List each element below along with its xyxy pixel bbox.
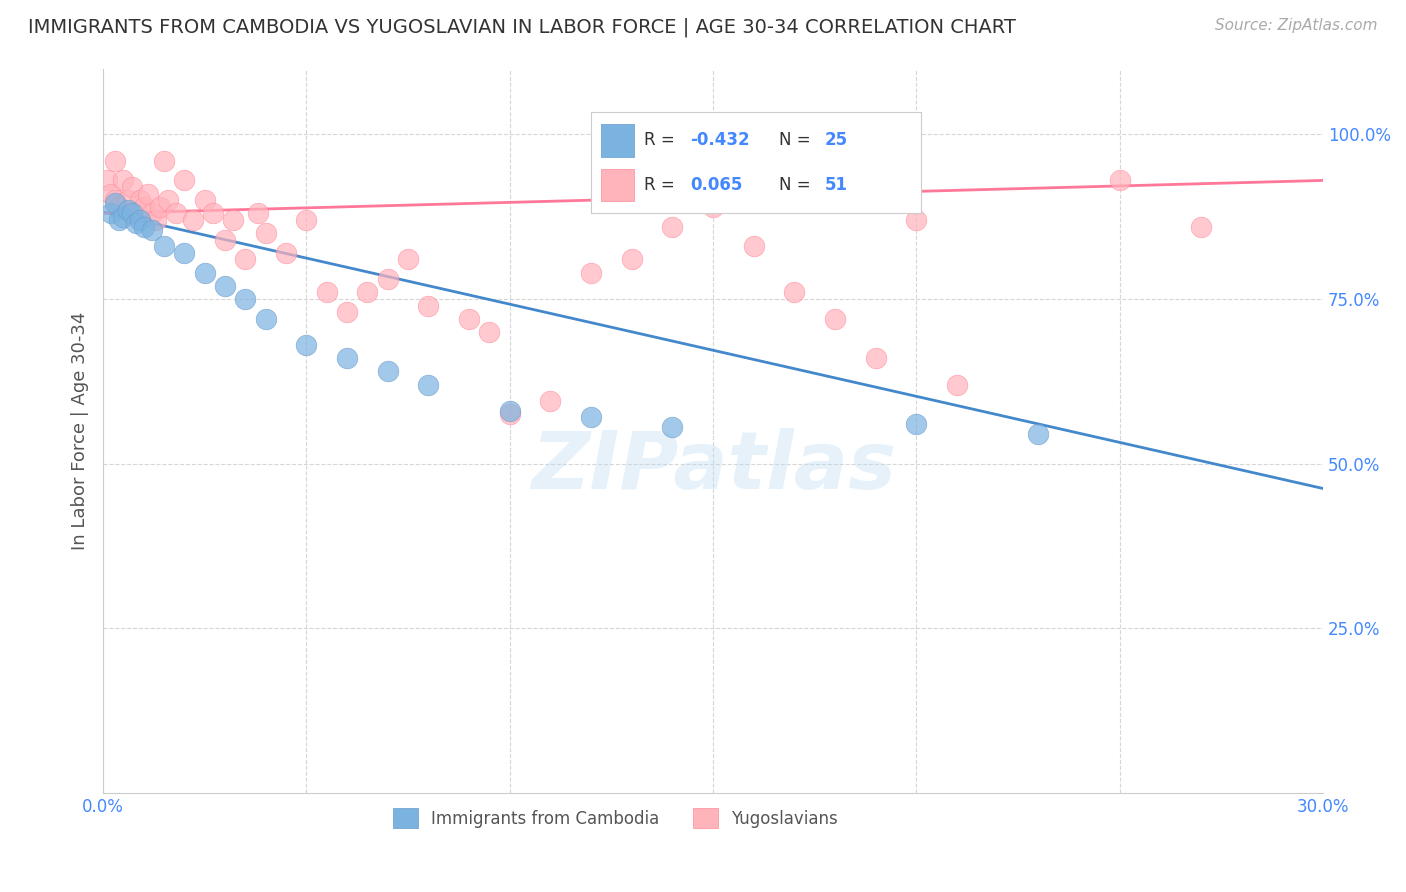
Point (128, 213, 150, 227)
Point (194, 193, 217, 207)
Point (104, 193, 127, 207)
Point (222, 213, 245, 227)
Point (121, 206, 143, 220)
Point (702, 200, 724, 214)
Point (295, 213, 318, 227)
Point (128, 193, 150, 207)
Point (783, 285, 806, 300)
Point (276, 245, 298, 260)
Point (478, 325, 501, 339)
Point (112, 173, 135, 187)
Point (418, 298, 440, 312)
Point (104, 196, 127, 211)
Point (336, 351, 359, 366)
Legend: Immigrants from Cambodia, Yugoslavians: Immigrants from Cambodia, Yugoslavians (387, 801, 845, 835)
Point (121, 180, 143, 194)
Point (108, 213, 131, 227)
Point (865, 351, 887, 366)
Point (132, 219, 155, 234)
Point (254, 311, 277, 326)
Point (136, 186, 159, 201)
Point (108, 200, 131, 214)
Point (246, 206, 269, 220)
Point (141, 223, 163, 237)
Point (356, 285, 378, 300)
Point (396, 252, 419, 267)
Point (579, 266, 602, 280)
Point (499, 407, 522, 421)
Point (661, 219, 683, 234)
Point (295, 338, 318, 352)
Point (579, 410, 602, 425)
Point (145, 213, 167, 227)
Point (153, 239, 176, 253)
Point (620, 252, 643, 267)
Point (377, 272, 399, 286)
Point (946, 377, 969, 392)
Text: ZIPatlas: ZIPatlas (530, 428, 896, 506)
Point (124, 216, 146, 230)
Point (112, 210, 135, 224)
Point (499, 404, 522, 418)
Point (254, 226, 277, 240)
Point (1189, 219, 1212, 234)
Point (315, 285, 337, 300)
Point (418, 377, 440, 392)
Point (141, 206, 163, 220)
Point (1028, 426, 1050, 441)
Point (153, 153, 176, 168)
Text: IMMIGRANTS FROM CAMBODIA VS YUGOSLAVIAN IN LABOR FORCE | AGE 30-34 CORRELATION C: IMMIGRANTS FROM CAMBODIA VS YUGOSLAVIAN … (28, 18, 1017, 37)
Point (1108, 173, 1130, 187)
Point (96, 173, 118, 187)
Point (661, 420, 683, 434)
Point (181, 213, 204, 227)
Point (214, 233, 236, 247)
Text: Source: ZipAtlas.com: Source: ZipAtlas.com (1215, 18, 1378, 33)
Point (458, 311, 481, 326)
Point (149, 200, 172, 214)
Y-axis label: In Labor Force | Age 30-34: In Labor Force | Age 30-34 (72, 311, 89, 549)
Point (124, 206, 146, 220)
Point (100, 206, 122, 220)
Point (157, 193, 180, 207)
Point (194, 266, 217, 280)
Point (905, 213, 928, 227)
Point (201, 206, 224, 220)
Point (132, 200, 155, 214)
Point (173, 173, 195, 187)
Point (377, 364, 399, 378)
Point (235, 292, 257, 306)
Point (905, 417, 928, 431)
Point (742, 239, 765, 253)
Point (104, 153, 127, 168)
Point (165, 206, 187, 220)
Point (117, 202, 139, 217)
Point (336, 305, 359, 319)
Point (235, 252, 257, 267)
Point (117, 193, 139, 207)
Point (824, 311, 846, 326)
Point (214, 278, 236, 293)
Point (173, 245, 195, 260)
Point (100, 186, 122, 201)
Point (540, 394, 562, 409)
